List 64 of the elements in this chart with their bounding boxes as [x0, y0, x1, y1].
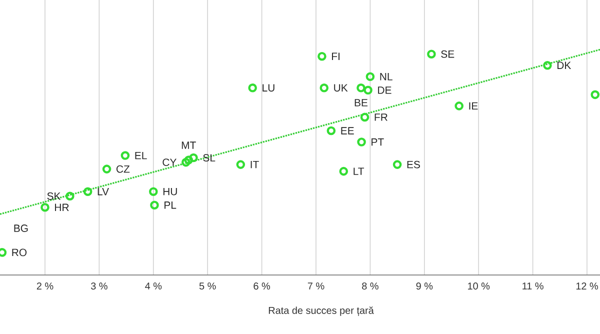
annotation: MT — [182, 142, 196, 149]
point — [248, 84, 257, 92]
point — [189, 153, 198, 162]
point — [120, 151, 130, 160]
annotation: SE — [441, 50, 454, 58]
point — [326, 126, 336, 136]
annotation: CZ — [116, 165, 130, 173]
x-tick-label: 4 % — [145, 282, 162, 290]
annotation: UK — [334, 84, 348, 92]
x-tick-label: 7 % — [308, 282, 324, 290]
x-tick-label: 12 % — [576, 282, 598, 290]
x-tick-label: 11 % — [522, 282, 544, 290]
annotation: IE — [469, 102, 478, 110]
x-tick-label: 5 % — [199, 282, 216, 290]
annotation: HU — [163, 188, 177, 196]
annotation: NL — [380, 73, 392, 80]
point — [148, 187, 158, 196]
point — [66, 192, 74, 201]
annotation: PL — [164, 202, 176, 209]
annotation: DE — [378, 86, 392, 94]
point — [427, 50, 436, 58]
annotation: FI — [332, 52, 340, 60]
point — [83, 187, 92, 196]
annotation: PT — [372, 138, 384, 146]
annotation: EL — [135, 152, 147, 160]
point — [392, 160, 402, 169]
point — [360, 112, 370, 122]
point — [320, 84, 329, 92]
x-tick-label: 2 % — [36, 282, 54, 290]
point — [366, 72, 375, 82]
x-tick-label: 10 % — [468, 282, 490, 290]
point — [356, 84, 366, 92]
x-tick-label: 8 % — [362, 282, 378, 290]
point — [357, 138, 366, 146]
point — [40, 202, 50, 212]
annotation: CY — [162, 158, 176, 166]
annotation: IT — [250, 160, 259, 168]
point — [102, 164, 112, 174]
point — [543, 60, 552, 70]
x-axis-title: Rata de succes per țară — [268, 306, 374, 316]
annotation: ES — [407, 160, 420, 168]
point — [184, 156, 194, 164]
annotation: HR — [55, 204, 69, 211]
annotation: LV — [98, 188, 109, 196]
point — [182, 158, 190, 167]
x-tick-label: 3 % — [90, 282, 108, 290]
point — [318, 52, 326, 61]
point — [150, 200, 159, 210]
point — [364, 86, 372, 95]
point — [590, 90, 600, 100]
annotation: FR — [374, 114, 388, 121]
annotation: LU — [262, 84, 274, 92]
annotation: EE — [341, 127, 354, 134]
x-tick-label: 6 % — [254, 282, 270, 290]
annotation: DK — [557, 62, 572, 69]
x-tick-label: 9 % — [416, 282, 433, 290]
annotation: SK — [47, 192, 61, 200]
point — [454, 102, 464, 110]
point — [236, 160, 246, 169]
annotation: LT — [354, 168, 364, 175]
annotation: BG — [14, 224, 28, 232]
annotation: RO — [12, 248, 27, 256]
point — [339, 166, 348, 176]
annotation: BE — [354, 99, 368, 106]
